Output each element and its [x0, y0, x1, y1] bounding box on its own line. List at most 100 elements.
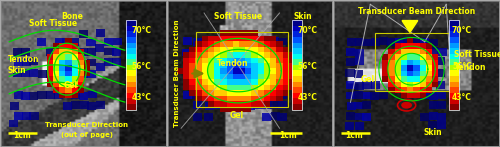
Bar — [220, 107, 226, 112]
Bar — [362, 113, 371, 121]
Bar — [59, 49, 66, 54]
Bar — [53, 65, 59, 71]
Bar — [407, 43, 414, 49]
Bar — [346, 48, 355, 56]
Bar — [448, 48, 460, 54]
Text: 56°C: 56°C — [132, 62, 151, 71]
Bar — [53, 71, 59, 76]
Bar — [189, 52, 196, 57]
Bar — [407, 49, 414, 54]
Bar — [262, 37, 270, 45]
Bar — [411, 38, 420, 46]
Bar — [112, 38, 122, 45]
Bar — [264, 36, 270, 41]
Bar — [278, 101, 286, 109]
Bar — [276, 52, 282, 57]
Bar — [14, 91, 23, 99]
Bar — [282, 69, 289, 74]
Bar — [382, 60, 388, 65]
Bar — [196, 85, 202, 90]
Text: Tendon: Tendon — [8, 55, 39, 64]
Bar — [388, 60, 394, 65]
Bar — [233, 47, 239, 52]
Bar — [276, 79, 282, 85]
Bar — [420, 93, 426, 98]
Bar — [239, 63, 245, 69]
Bar — [292, 104, 302, 110]
Bar — [208, 52, 214, 57]
Bar — [79, 70, 88, 77]
Bar — [208, 96, 214, 101]
Bar — [355, 82, 364, 90]
Bar — [245, 79, 252, 85]
Bar — [233, 101, 239, 107]
Bar — [214, 85, 220, 90]
Bar — [292, 76, 302, 82]
Bar — [258, 96, 264, 101]
Bar — [420, 71, 426, 76]
Bar — [220, 52, 226, 57]
Bar — [46, 48, 56, 56]
Bar — [420, 38, 430, 46]
Text: 56°C: 56°C — [452, 62, 471, 71]
Bar — [53, 49, 59, 54]
Bar — [428, 121, 438, 129]
Bar — [448, 37, 460, 42]
Bar — [282, 79, 289, 85]
Bar — [282, 74, 289, 79]
Bar — [362, 101, 371, 109]
Bar — [258, 47, 264, 52]
Bar — [432, 71, 438, 76]
Bar — [238, 102, 247, 110]
Bar — [66, 54, 71, 60]
Bar — [278, 47, 287, 55]
Bar — [370, 92, 379, 100]
Bar — [54, 38, 64, 46]
Bar — [72, 60, 78, 65]
Bar — [78, 87, 84, 93]
Bar — [382, 71, 388, 76]
Bar — [176, 69, 183, 74]
Bar — [126, 76, 136, 82]
Bar — [426, 65, 432, 71]
Text: Gel: Gel — [64, 81, 78, 90]
Bar — [258, 69, 264, 74]
Bar — [208, 41, 214, 47]
Bar — [214, 96, 220, 101]
Bar — [292, 37, 302, 42]
Bar — [21, 69, 30, 77]
Bar — [258, 101, 264, 107]
Bar — [264, 47, 270, 52]
Bar — [182, 49, 192, 56]
Bar — [233, 41, 239, 47]
Bar — [407, 38, 414, 43]
Bar — [426, 49, 432, 54]
Bar — [253, 101, 262, 109]
Bar — [126, 42, 136, 48]
Bar — [264, 96, 270, 101]
Bar — [270, 96, 276, 101]
Bar — [420, 87, 426, 93]
Bar — [202, 69, 208, 74]
Bar — [270, 36, 276, 41]
Bar — [420, 76, 426, 82]
Bar — [96, 63, 104, 71]
Bar — [264, 101, 270, 107]
Bar — [289, 57, 295, 63]
Bar — [54, 76, 64, 84]
Bar — [202, 36, 208, 41]
Bar — [183, 69, 189, 74]
Bar — [282, 47, 289, 52]
Bar — [214, 90, 220, 96]
Bar — [80, 92, 88, 100]
Bar — [407, 82, 414, 87]
Bar — [282, 90, 289, 96]
Bar — [436, 91, 446, 99]
Bar — [354, 70, 363, 78]
Bar — [388, 82, 394, 87]
Bar — [414, 65, 420, 71]
Bar — [382, 65, 388, 71]
Bar — [189, 57, 196, 63]
Bar — [59, 54, 66, 60]
Bar — [292, 48, 302, 54]
